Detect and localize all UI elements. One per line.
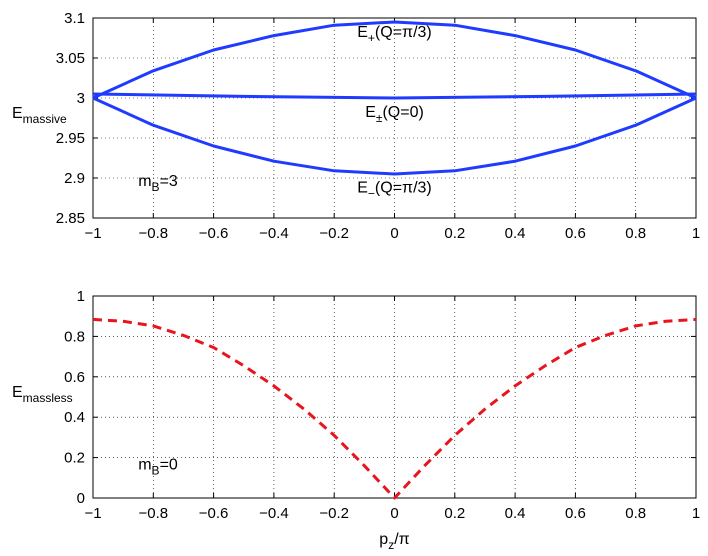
x-axis-label-main: p (379, 531, 388, 548)
x-tick-label: 0 (390, 505, 398, 522)
y-tick-label: 2.85 (56, 210, 85, 227)
panel-massless: −1 −0.8 −0.6 −0.4 −0.2 0 0.2 0.4 0.6 0.8 1 0 0.2 0.4 0… (12, 288, 700, 552)
y-tick-label: 2.95 (56, 130, 85, 147)
x-tick-label: −0.2 (319, 505, 349, 522)
annotation-1-sub: ± (376, 111, 383, 125)
x-tick-label: −1 (84, 225, 101, 242)
y-tick-label: 3.05 (56, 50, 85, 67)
y-axis-label: Emassless (12, 384, 73, 405)
series-line-0 (92, 20, 697, 100)
x-tick-label: −0.8 (138, 225, 168, 242)
x-tick-label: 0.8 (625, 225, 646, 242)
y-axis-label: Emassive (12, 105, 67, 126)
x-tick-label: −0.6 (199, 505, 229, 522)
y-axis-label-sub: massless (23, 391, 73, 405)
annotation-0: mB=0 (138, 457, 178, 478)
annotation-0-main: E (357, 24, 368, 41)
x-tick-label: 0.6 (565, 225, 586, 242)
annotation-0-main: m (138, 457, 151, 474)
y-tick-label: 1 (77, 288, 85, 305)
y-axis-label-main: E (12, 105, 23, 122)
y-tick-label: 0.8 (64, 328, 85, 345)
series-line-1 (92, 92, 697, 100)
y-tick-label: 0.6 (64, 369, 85, 386)
annotation-0: E+(Q=π/3) (357, 24, 432, 45)
x-axis-label: pz/π (379, 531, 409, 552)
x-axis-label-sub: z (388, 538, 394, 552)
y-tick-label: 0 (77, 490, 85, 507)
x-tick-label: −0.2 (319, 225, 349, 242)
x-tick-label: −0.4 (259, 225, 289, 242)
annotation-1: E±(Q=0) (365, 104, 424, 125)
y-axis-label-main: E (12, 384, 23, 401)
annotation-2-rest: (Q=π/3) (375, 179, 432, 196)
x-tick-label: 0 (390, 225, 398, 242)
y-tick-label: 2.9 (64, 170, 85, 187)
x-tick-label: 0.2 (444, 225, 465, 242)
x-tick-label: 0.6 (565, 505, 586, 522)
x-tick-label: 0.2 (444, 505, 465, 522)
annotation-0-sub: + (368, 31, 375, 45)
annotation-3-main: m (138, 173, 151, 190)
x-tick-label: 0.4 (505, 505, 526, 522)
annotation-2-main: E (357, 179, 368, 196)
x-tick-label: −0.4 (259, 505, 289, 522)
series-line-0 (92, 317, 697, 500)
series-line-2 (92, 96, 697, 176)
x-tick-label: −1 (84, 505, 101, 522)
annotation-0-rest: (Q=π/3) (375, 24, 432, 41)
x-axis-label-rest: /π (394, 531, 409, 548)
panel-massive: −1 −0.8 −0.6 −0.4 −0.2 0 0.2 0.4 0.6 0.8 1 2.85 2.9 2… (12, 10, 700, 242)
x-tick-label: 1 (692, 225, 700, 242)
axes-frame (92, 17, 697, 219)
annotation-3-rest: =3 (160, 173, 178, 190)
annotation-3-sub: B (152, 180, 160, 194)
x-tick-label: −0.8 (138, 505, 168, 522)
y-axis-label-sub: massive (23, 112, 67, 126)
x-tick-label: 1 (692, 505, 700, 522)
annotation-1-rest: (Q=0) (382, 104, 423, 121)
annotation-0-rest: =0 (160, 457, 178, 474)
annotation-2-sub: − (368, 186, 375, 200)
annotation-2: E−(Q=π/3) (357, 179, 432, 200)
annotation-3: mB=3 (138, 173, 178, 194)
x-tick-label: 0.8 (625, 505, 646, 522)
x-tick-label: 0.4 (505, 225, 526, 242)
annotation-1-main: E (365, 104, 376, 121)
x-tick-label: −0.6 (199, 225, 229, 242)
y-tick-label: 0.4 (64, 409, 85, 426)
y-tick-label: 3 (77, 90, 85, 107)
annotation-0-sub: B (152, 464, 160, 478)
y-tick-label: 0.2 (64, 450, 85, 467)
y-tick-label: 3.1 (64, 10, 85, 27)
